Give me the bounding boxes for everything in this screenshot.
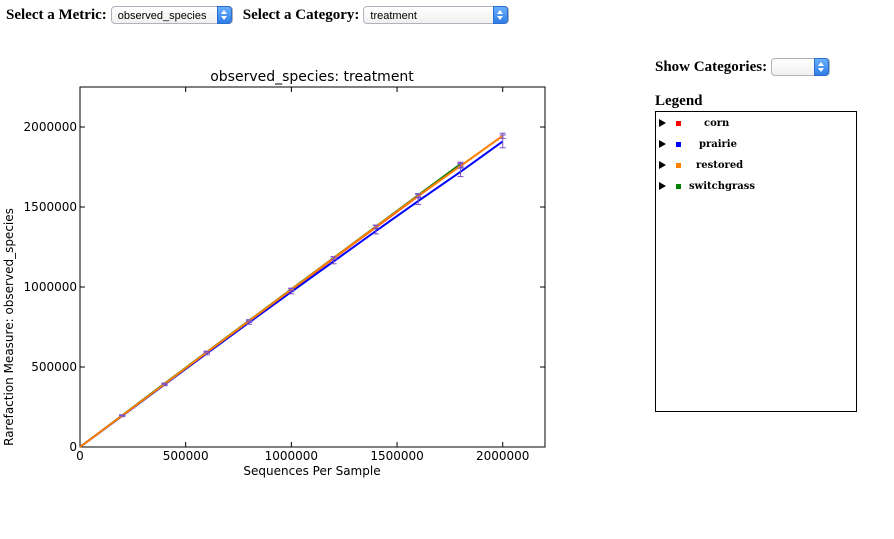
x-tick-label: 500000 (163, 449, 209, 463)
chevron-updown-icon (814, 58, 830, 76)
category-label: Select a Category: (242, 6, 360, 23)
metric-select-value: observed_species (117, 10, 207, 22)
series-restored (79, 132, 506, 448)
legend-swatch (676, 162, 681, 168)
show-categories-control: Show Categories: (655, 58, 831, 76)
show-categories-select[interactable] (771, 58, 831, 76)
legend-item-label: corn (704, 117, 730, 129)
y-tick-label: 1000000 (24, 280, 77, 294)
chevron-updown-icon (493, 6, 509, 24)
legend-box: corn prairie restored switchgrass (655, 111, 857, 412)
y-tick-label: 500000 (31, 360, 77, 374)
legend-swatch (676, 141, 681, 147)
metric-select[interactable]: observed_species (110, 6, 233, 24)
y-tick-label: 2000000 (24, 120, 77, 134)
legend-swatch (676, 183, 681, 189)
plot-frame (79, 86, 546, 448)
legend-item-label: restored (696, 159, 744, 171)
y-tick-label: 1500000 (24, 200, 77, 214)
category-select[interactable]: treatment (363, 6, 510, 24)
series-layer (79, 132, 506, 448)
expand-triangle-icon[interactable] (659, 182, 666, 190)
y-tick-label: 0 (69, 440, 77, 454)
legend-title: Legend (655, 93, 703, 109)
x-axis-label: Sequences Per Sample (243, 464, 380, 478)
chevron-updown-icon (216, 6, 232, 24)
x-tick-label: 1500000 (370, 449, 423, 463)
category-select-value: treatment (370, 10, 417, 22)
legend-swatch (676, 120, 681, 126)
legend-item-label: switchgrass (689, 180, 756, 192)
axis-ticks: 0 500000 1000000 1500000 2000000 0 500000 10000… (24, 87, 545, 463)
expand-triangle-icon[interactable] (659, 161, 666, 169)
metric-controls: Select a Metric: observed_species Select… (6, 4, 510, 26)
y-axis-label: Rarefaction Measure: observed_species (2, 208, 16, 446)
expand-triangle-icon[interactable] (659, 140, 666, 148)
x-tick-label: 0 (76, 449, 84, 463)
metric-label: Select a Metric: (6, 6, 107, 23)
legend-item-label: prairie (699, 138, 737, 150)
expand-triangle-icon[interactable] (659, 119, 666, 127)
chart-title: observed_species: treatment (210, 69, 414, 85)
x-tick-label: 2000000 (476, 449, 529, 463)
show-categories-label: Show Categories: (655, 58, 768, 75)
x-tick-label: 1000000 (265, 449, 318, 463)
rarefaction-chart: observed_species: treatment 0 500000 10000… (2, 69, 546, 478)
